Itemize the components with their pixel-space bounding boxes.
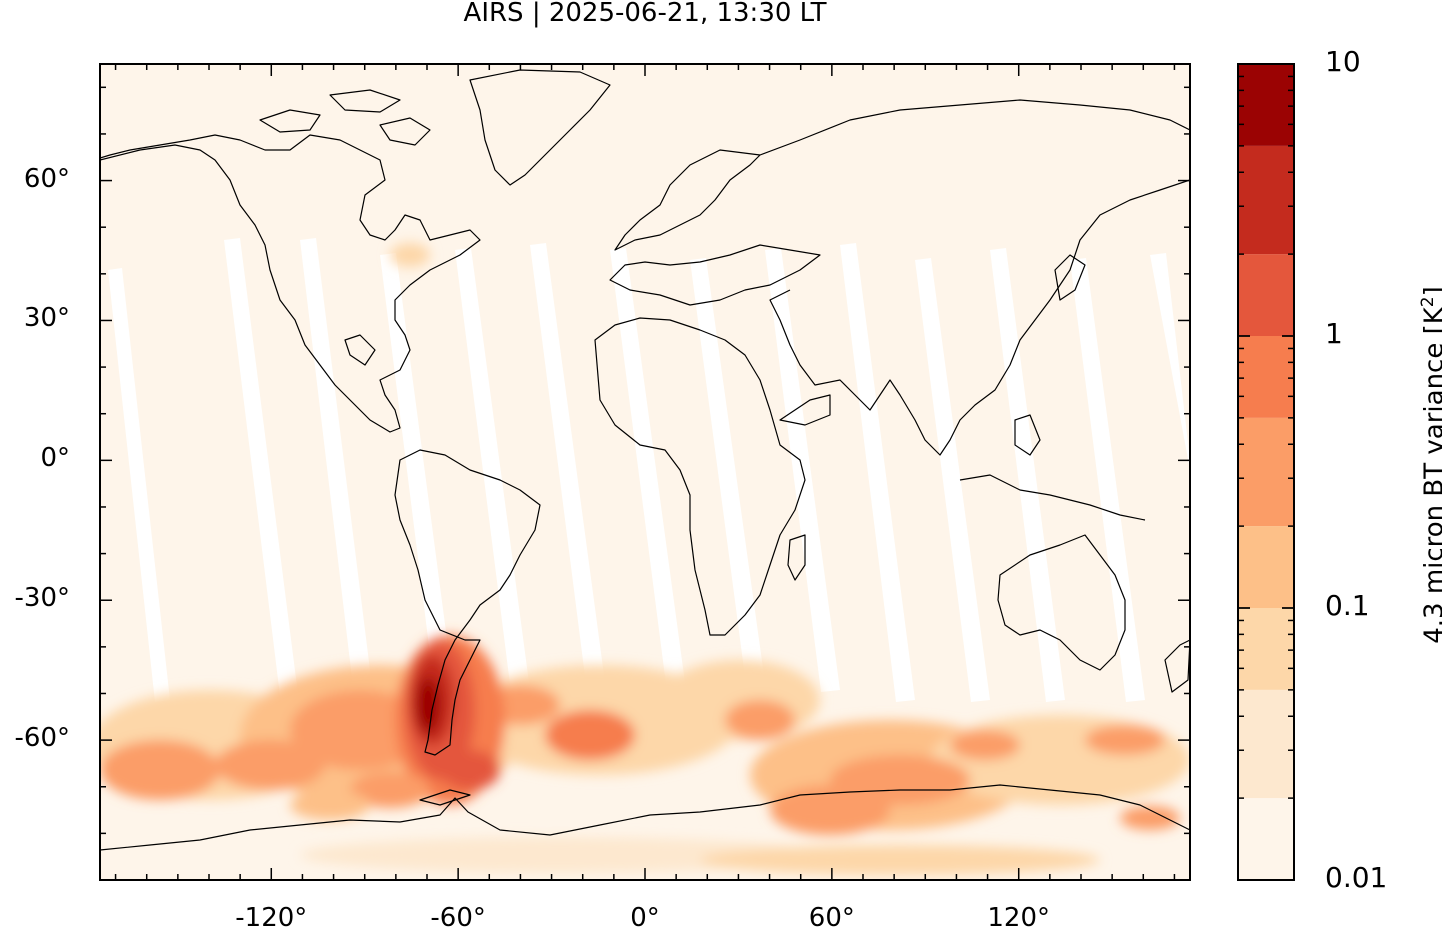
- lat-label: 30°: [23, 303, 70, 334]
- colorbar-level: [1238, 798, 1294, 880]
- colorbar-frame: [1237, 63, 1295, 881]
- colorbar-title: 4.3 micron BT variance [K2]: [1418, 286, 1442, 644]
- variance-field: [100, 243, 1190, 875]
- colorbar-level: [1238, 689, 1294, 799]
- lon-label: 0°: [630, 903, 660, 933]
- map-title: AIRS | 2025-06-21, 13:30 LT: [463, 0, 827, 28]
- colorbar-level: [1238, 417, 1294, 527]
- lon-label: -120°: [235, 903, 308, 933]
- colorbar-tick-label: 10: [1325, 45, 1361, 78]
- lon-label: 60°: [808, 903, 855, 933]
- lon-label: 120°: [987, 903, 1051, 933]
- colorbar-level: [1238, 64, 1294, 146]
- colorbar-level: [1238, 145, 1294, 255]
- lon-label: -60°: [430, 903, 486, 933]
- coastlines: [100, 69, 1190, 851]
- map-ticks: [100, 64, 1190, 880]
- orbit-gaps: [108, 238, 1190, 712]
- lat-label: -30°: [14, 583, 70, 614]
- colorbar-level: [1238, 254, 1294, 336]
- colorbar: [1238, 64, 1294, 880]
- lat-label: 60°: [23, 163, 70, 194]
- colorbar-tick-label: 0.01: [1325, 861, 1388, 894]
- lat-label: 0°: [40, 443, 70, 474]
- colorbar-level: [1238, 336, 1294, 418]
- colorbar-ticks: [1238, 63, 1294, 881]
- colorbar-level: [1238, 608, 1294, 690]
- colorbar-level: [1238, 526, 1294, 608]
- colorbar-tick-label: 0.1: [1325, 589, 1370, 622]
- lat-label: -60°: [14, 723, 70, 754]
- colorbar-tick-label: 1: [1325, 317, 1343, 350]
